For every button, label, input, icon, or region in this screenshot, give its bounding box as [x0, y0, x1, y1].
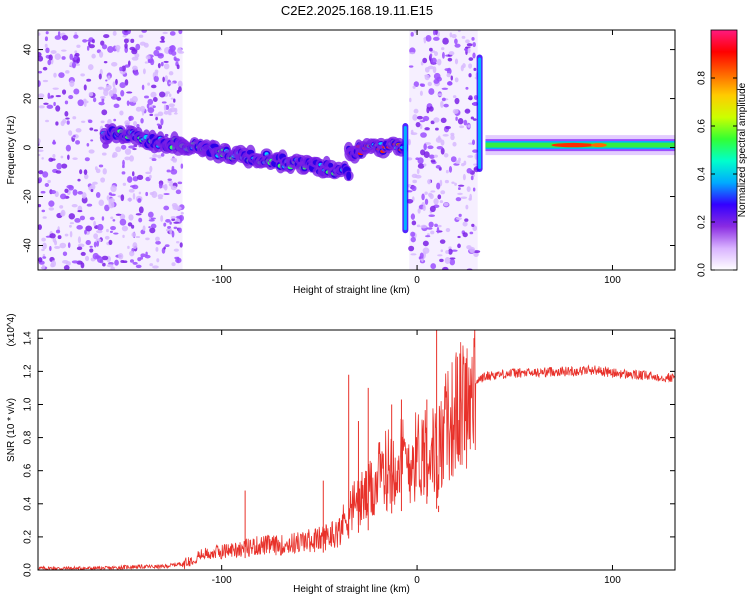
top-y-tick-label: 20 — [23, 93, 34, 105]
chart-title: C2E2.2025.168.19.11.E15 — [281, 3, 433, 18]
tone-segment — [99, 123, 354, 182]
bottom-y-tick-label: 0.4 — [23, 496, 34, 510]
bottom-y-multiplier: (x10^4) — [6, 313, 17, 346]
snr-series-line — [38, 330, 675, 570]
top-y-tick-label: -40 — [23, 238, 34, 253]
bottom-y-tick-label: 0.2 — [23, 530, 34, 544]
bottom-y-tick-label: 1.4 — [23, 331, 34, 345]
tone-segment — [343, 136, 408, 164]
colorbar-tick-label: 0.4 — [697, 167, 708, 181]
bottom-x-tick-label: 0 — [414, 575, 420, 586]
colorbar-tick-label: 0.6 — [697, 119, 708, 133]
vertical-feature — [402, 123, 409, 234]
top-x-tick-label: 100 — [604, 275, 621, 286]
snr-frame — [37, 329, 676, 571]
top-x-axis-label: Height of straight line (km) — [293, 285, 410, 296]
vertical-feature — [476, 54, 483, 173]
colorbar-tick-label: 0.0 — [697, 263, 708, 277]
bottom-y-tick-label: 1.2 — [23, 364, 34, 378]
colorbar-gradient — [710, 29, 738, 271]
spectrogram-frame — [37, 29, 676, 271]
top-x-tick-label: 0 — [414, 275, 420, 286]
bottom-y-tick-label: 0.6 — [23, 463, 34, 477]
broadband-speckle — [406, 30, 481, 270]
bottom-y-tick-label: 0.0 — [23, 563, 34, 577]
colorbar: 0.0 0.2 0.4 0.6 0.8 Normalized spectral ampli… — [697, 29, 748, 277]
top-y-tick-label: -20 — [23, 189, 34, 204]
spectrogram-panel: -100 0 100 -40 -20 0 20 40 Height of straight li… — [6, 29, 676, 296]
spectrogram-plot-area — [38, 30, 675, 270]
colorbar-tick-label: 0.2 — [697, 215, 708, 229]
bottom-x-axis-label: Height of straight line (km) — [293, 584, 410, 595]
bottom-y-tick-label: 1.0 — [23, 397, 34, 411]
top-y-tick-label: 0 — [23, 144, 34, 150]
tone-segment — [485, 135, 675, 156]
top-y-axis-label: Frequency (Hz) — [6, 116, 17, 185]
top-y-tick-label: 40 — [23, 44, 34, 56]
colorbar-tick-label: 0.8 — [697, 71, 708, 85]
top-x-tick-label: -100 — [212, 275, 232, 286]
bottom-y-axis-label: SNR (10 * v/v) — [6, 398, 17, 462]
broadband-speckle — [38, 30, 185, 270]
colorbar-label: Normalized spectral amplitude — [737, 82, 748, 217]
bottom-x-tick-label: 100 — [604, 575, 621, 586]
bottom-y-tick-label: 0.8 — [23, 430, 34, 444]
snr-panel: -100 0 100 0.0 0.2 0.4 0.6 0.8 1.0 1.2 1.4 Height o… — [6, 313, 676, 595]
bottom-x-tick-label: -100 — [212, 575, 232, 586]
